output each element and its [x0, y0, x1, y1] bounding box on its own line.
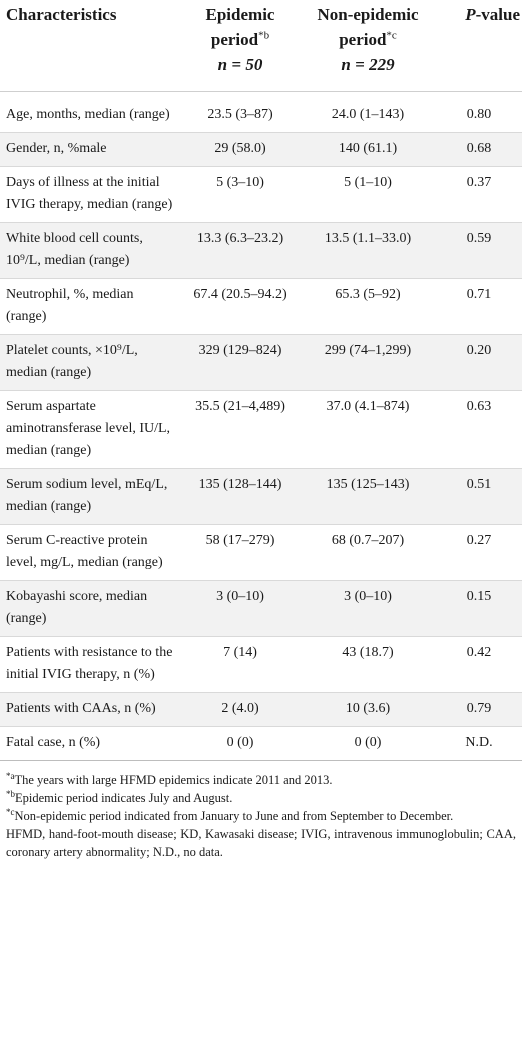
epidemic-value: 13.3 (6.3–23.2): [180, 222, 300, 279]
table-row: Fatal case, n (%) 0 (0) 0 (0) N.D.: [0, 726, 522, 761]
row-label: Patients with CAAs, n (%): [0, 692, 180, 727]
row-label: Serum aspartate aminotransferase level, …: [0, 390, 180, 469]
epidemic-value: 29 (58.0): [180, 132, 300, 167]
p-value: 0.68: [436, 132, 522, 167]
non-epidemic-value: 65.3 (5–92): [300, 278, 436, 335]
epidemic-value: 7 (14): [180, 636, 300, 693]
table-footnotes: *aThe years with large HFMD epidemics in…: [0, 761, 522, 861]
p-value: 0.51: [436, 468, 522, 525]
footnote-abbreviations: HFMD, hand-foot-mouth disease; KD, Kawas…: [6, 827, 516, 859]
table-header: Characteristics Epidemic period*b n = 50…: [0, 0, 522, 92]
header-nonepidemic-n: n = 229: [341, 55, 395, 74]
p-value: 0.15: [436, 580, 522, 637]
table-row: Serum aspartate aminotransferase level, …: [0, 390, 522, 469]
table-row: Age, months, median (range) 23.5 (3–87) …: [0, 91, 522, 133]
p-value: 0.80: [436, 91, 522, 133]
row-label: White blood cell counts, 10⁹/L, median (…: [0, 222, 180, 279]
p-value: 0.79: [436, 692, 522, 727]
table-row: Serum sodium level, mEq/L, median (range…: [0, 468, 522, 525]
header-epidemic-mark: *b: [258, 29, 270, 42]
epidemic-value: 35.5 (21–4,489): [180, 390, 300, 469]
table-row: Patients with CAAs, n (%) 2 (4.0) 10 (3.…: [0, 692, 522, 727]
epidemic-value: 58 (17–279): [180, 524, 300, 581]
non-epidemic-value: 43 (18.7): [300, 636, 436, 693]
non-epidemic-value: 24.0 (1–143): [300, 91, 436, 133]
table-wrapper: Characteristics Epidemic period*b n = 50…: [0, 0, 522, 861]
non-epidemic-value: 135 (125–143): [300, 468, 436, 525]
epidemic-value: 23.5 (3–87): [180, 91, 300, 133]
table-row: Patients with resistance to the initial …: [0, 636, 522, 693]
header-characteristics: Characteristics: [0, 0, 180, 92]
p-value: 0.63: [436, 390, 522, 469]
non-epidemic-value: 10 (3.6): [300, 692, 436, 727]
epidemic-value: 329 (129–824): [180, 334, 300, 391]
p-value: 0.27: [436, 524, 522, 581]
footnote-c: *cNon-epidemic period indicated from Jan…: [6, 806, 454, 823]
row-label: Serum C-reactive protein level, mg/L, me…: [0, 524, 180, 581]
header-p-value: P-value: [436, 0, 522, 92]
epidemic-value: 67.4 (20.5–94.2): [180, 278, 300, 335]
characteristics-table: Characteristics Epidemic period*b n = 50…: [0, 0, 522, 761]
row-label: Platelet counts, ×10⁹/L, median (range): [0, 334, 180, 391]
footnote-a: *aThe years with large HFMD epidemics in…: [6, 770, 333, 787]
p-value: 0.42: [436, 636, 522, 693]
table-row: Platelet counts, ×10⁹/L, median (range) …: [0, 334, 522, 391]
footnote-b: *bEpidemic period indicates July and Aug…: [6, 788, 233, 805]
non-epidemic-value: 68 (0.7–207): [300, 524, 436, 581]
table-body: Age, months, median (range) 23.5 (3–87) …: [0, 91, 522, 761]
epidemic-value: 0 (0): [180, 726, 300, 761]
non-epidemic-value: 140 (61.1): [300, 132, 436, 167]
p-value: 0.20: [436, 334, 522, 391]
table-row: Serum C-reactive protein level, mg/L, me…: [0, 524, 522, 581]
non-epidemic-value: 5 (1–10): [300, 166, 436, 223]
epidemic-value: 5 (3–10): [180, 166, 300, 223]
non-epidemic-value: 0 (0): [300, 726, 436, 761]
row-label: Days of illness at the initial IVIG ther…: [0, 166, 180, 223]
non-epidemic-value: 299 (74–1,299): [300, 334, 436, 391]
header-nonepidemic-mark: *c: [386, 29, 397, 42]
table-row: Kobayashi score, median (range) 3 (0–10)…: [0, 580, 522, 637]
epidemic-value: 3 (0–10): [180, 580, 300, 637]
row-label: Neutrophil, %, median (range): [0, 278, 180, 335]
row-label: Fatal case, n (%): [0, 726, 180, 761]
table-row: White blood cell counts, 10⁹/L, median (…: [0, 222, 522, 279]
epidemic-value: 2 (4.0): [180, 692, 300, 727]
header-epidemic-period: Epidemic period*b n = 50: [180, 0, 300, 92]
header-epidemic-n: n = 50: [217, 55, 263, 74]
p-value: 0.37: [436, 166, 522, 223]
table-row: Gender, n, %male 29 (58.0) 140 (61.1) 0.…: [0, 132, 522, 167]
p-value: N.D.: [436, 726, 522, 761]
non-epidemic-value: 37.0 (4.1–874): [300, 390, 436, 469]
non-epidemic-value: 3 (0–10): [300, 580, 436, 637]
non-epidemic-value: 13.5 (1.1–33.0): [300, 222, 436, 279]
table-row: Days of illness at the initial IVIG ther…: [0, 166, 522, 223]
row-label: Serum sodium level, mEq/L, median (range…: [0, 468, 180, 525]
row-label: Gender, n, %male: [0, 132, 180, 167]
table-row: Neutrophil, %, median (range) 67.4 (20.5…: [0, 278, 522, 335]
p-value: 0.59: [436, 222, 522, 279]
row-label: Patients with resistance to the initial …: [0, 636, 180, 693]
row-label: Kobayashi score, median (range): [0, 580, 180, 637]
epidemic-value: 135 (128–144): [180, 468, 300, 525]
p-value: 0.71: [436, 278, 522, 335]
header-non-epidemic-period: Non-epidemic period*c n = 229: [300, 0, 436, 92]
row-label: Age, months, median (range): [0, 91, 180, 133]
